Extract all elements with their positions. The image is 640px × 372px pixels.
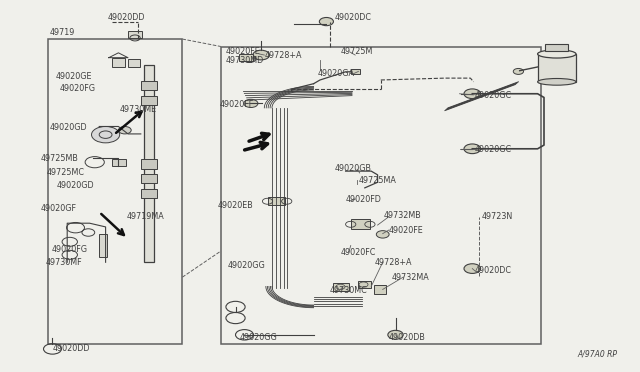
Text: 49730ME: 49730ME [120, 105, 157, 114]
Text: 49725MA: 49725MA [358, 176, 396, 185]
Bar [268, 197, 285, 205]
Text: 49020GG: 49020GG [227, 262, 265, 270]
Text: 49020GG: 49020GG [240, 333, 278, 342]
Text: 49725MC: 49725MC [47, 168, 84, 177]
Circle shape [513, 68, 524, 74]
Bar [99, 234, 107, 257]
Text: 49020GE: 49020GE [56, 72, 92, 81]
Circle shape [253, 50, 269, 60]
Text: 49020GB: 49020GB [335, 164, 372, 173]
Text: 49732MA: 49732MA [392, 273, 429, 282]
Bar [141, 159, 157, 169]
Bar [351, 219, 370, 229]
Text: 49728+A: 49728+A [374, 258, 412, 267]
Bar [141, 174, 157, 183]
Bar [351, 69, 360, 74]
Bar [112, 159, 126, 166]
Circle shape [464, 89, 481, 99]
Ellipse shape [538, 50, 576, 58]
Text: 49020FF: 49020FF [220, 100, 254, 109]
Bar [144, 65, 154, 262]
Bar [358, 281, 371, 288]
Text: 49723N: 49723N [481, 212, 513, 221]
Text: 49020EB: 49020EB [218, 201, 253, 210]
Text: 49730MF: 49730MF [46, 258, 83, 267]
Text: 49725MB: 49725MB [40, 154, 78, 163]
Text: 49020FE: 49020FE [389, 226, 424, 235]
Bar [141, 189, 157, 198]
Circle shape [376, 231, 389, 238]
Circle shape [92, 126, 120, 143]
Bar [538, 54, 576, 82]
Bar [112, 58, 125, 67]
Circle shape [388, 330, 403, 339]
Text: 49020GA: 49020GA [318, 69, 355, 78]
Text: 49020FG: 49020FG [60, 84, 95, 93]
Text: A/97A0 RP: A/97A0 RP [578, 350, 618, 359]
Text: 49020DC: 49020DC [475, 266, 512, 275]
Text: 49725M: 49725M [341, 47, 374, 56]
Text: 49020FG: 49020FG [51, 246, 87, 254]
Ellipse shape [538, 78, 576, 85]
Text: 49020DD: 49020DD [108, 13, 145, 22]
Text: 49020DB: 49020DB [389, 333, 426, 342]
Circle shape [244, 99, 258, 108]
Text: 49020FD: 49020FD [346, 195, 381, 203]
Text: 49020GC: 49020GC [475, 145, 512, 154]
Text: 49020GF: 49020GF [40, 204, 76, 213]
Bar [141, 81, 157, 90]
Text: 49020FC: 49020FC [341, 248, 376, 257]
Circle shape [319, 17, 333, 26]
Text: 49020GD: 49020GD [49, 123, 87, 132]
Bar [374, 285, 386, 294]
Text: 49020DD: 49020DD [53, 344, 91, 353]
Bar [48, 39, 182, 344]
Bar [128, 31, 142, 38]
Text: 49728+A: 49728+A [264, 51, 302, 60]
Circle shape [118, 126, 131, 134]
Bar [239, 54, 253, 61]
Bar [221, 46, 541, 344]
Text: 49730MC: 49730MC [330, 286, 367, 295]
Bar [333, 283, 349, 291]
Text: 49719: 49719 [49, 28, 75, 37]
Text: 49020GC: 49020GC [475, 92, 512, 100]
Text: 49732MB: 49732MB [384, 211, 422, 220]
Text: 49020GD: 49020GD [56, 182, 94, 190]
Text: 49719MA: 49719MA [127, 212, 164, 221]
Bar [128, 59, 140, 67]
Text: 49020FE: 49020FE [225, 47, 260, 56]
Bar [141, 96, 157, 105]
Circle shape [464, 144, 481, 154]
Circle shape [464, 264, 481, 273]
Text: 49730MD: 49730MD [225, 56, 264, 65]
Text: 49020DC: 49020DC [335, 13, 372, 22]
Bar [545, 44, 568, 51]
